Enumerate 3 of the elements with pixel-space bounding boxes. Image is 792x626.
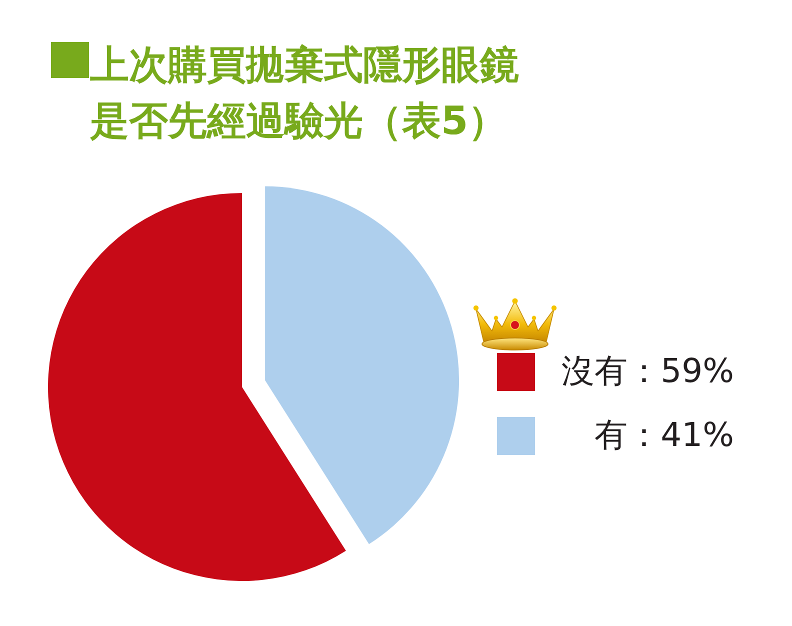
chart-title: 上次購買拋棄式隱形眼鏡是否先經過驗光（表5） <box>90 42 519 146</box>
legend-label: 有：41% <box>594 415 734 454</box>
legend-label: 沒有：59% <box>562 351 734 390</box>
